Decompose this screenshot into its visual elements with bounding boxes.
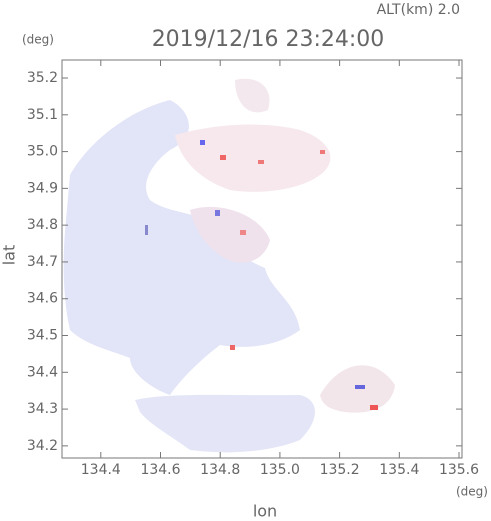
echo-cell (320, 150, 325, 154)
y-tick-label: 34.3 (27, 401, 58, 417)
echo-cell (145, 225, 148, 235)
echo-cell (215, 210, 220, 216)
x-tick-label: 135.0 (260, 462, 300, 478)
echo-area (175, 124, 331, 192)
echo-area (135, 394, 315, 453)
x-tick-label: 135.6 (439, 462, 479, 478)
x-axis-label: lon (253, 502, 277, 521)
y-tick-label: 34.6 (27, 291, 58, 307)
echo-area (190, 206, 270, 263)
y-tick-label: 34.5 (27, 328, 58, 344)
y-tick-label: 35.2 (27, 70, 58, 86)
y-tick-label: 35.1 (27, 107, 58, 123)
x-tick-label: 135.2 (320, 462, 360, 478)
chart-title: 2019/12/16 23:24:00 (152, 27, 385, 52)
echo-area (63, 100, 300, 395)
echo-cell (200, 140, 205, 145)
y-unit: (deg) (22, 33, 54, 47)
y-tick-label: 34.7 (27, 254, 58, 270)
y-tick-label: 35.0 (27, 144, 58, 160)
echo-cell (220, 155, 226, 160)
echo-cell (230, 345, 235, 350)
echo-area (235, 78, 270, 113)
x-tick-label: 134.8 (200, 462, 240, 478)
y-tick-label: 34.4 (27, 364, 58, 380)
y-tick-label: 34.8 (27, 217, 58, 233)
plot-frame (61, 59, 463, 459)
x-tick-label: 134.4 (81, 462, 121, 478)
y-tick-label: 34.9 (27, 180, 58, 196)
subtitle: ALT(km) 2.0 (377, 2, 460, 18)
echo-cell (258, 160, 264, 164)
y-axis-label: lat (0, 245, 19, 266)
echo-cell (240, 230, 246, 235)
x-tick-label: 134.6 (140, 462, 180, 478)
echo-cell (370, 405, 378, 410)
radar-echo (63, 78, 395, 453)
y-tick-label: 34.2 (27, 438, 58, 454)
x-unit: (deg) (456, 485, 488, 499)
echo-cell (355, 385, 365, 389)
x-tick-label: 135.4 (379, 462, 419, 478)
